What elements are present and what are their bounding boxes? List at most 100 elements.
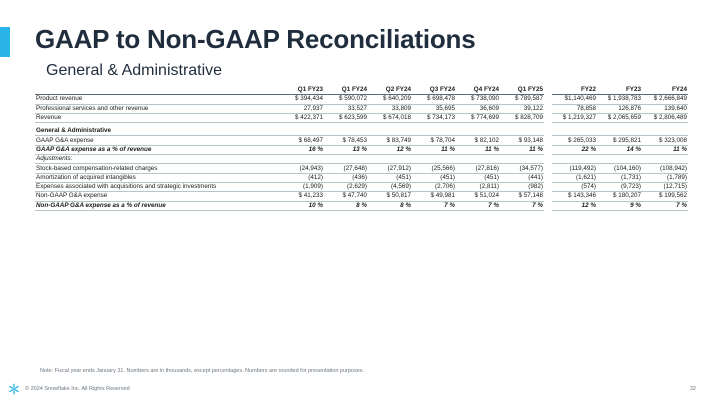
table-cell [412,127,456,137]
section-label: General & Administrative [35,127,280,137]
table-cell: 14 % [597,145,642,156]
table-cell [500,154,544,165]
table-cell: (119,492) [552,163,597,174]
table-row: Adjustments: [35,154,688,165]
row-label: GAAP G&A expense as a % of revenue [35,145,280,156]
table-row: Amortization of acquired intangibles (41… [35,173,688,183]
table-cell: (1,909) [280,182,324,193]
column-gap [544,155,552,164]
table-row: GAAP G&A expense as a % of revenue 16 % … [35,145,688,156]
row-label: GAAP G&A expense [35,135,280,146]
table-cell: 10 % [280,201,324,211]
table-cell: (982) [500,182,544,193]
table-cell: (2,706) [412,182,456,193]
table-cell [456,154,500,165]
table-cell: 39,122 [500,104,544,114]
table-cell: (412) [280,173,324,183]
table-cell: (24,943) [280,163,324,174]
table-cell: $ 49,981 [412,191,456,202]
table-cell: $1,140,469 [552,94,597,105]
table-cell: $ 590,072 [324,94,368,105]
snowflake-icon [9,383,19,395]
row-label: Expenses associated with acquisitions an… [35,182,280,193]
table-cell: $ 2,806,489 [642,113,688,124]
row-label: Amortization of acquired intangibles [35,173,280,183]
table-cell: $ 323,008 [642,135,688,146]
table-cell: $ 57,148 [500,191,544,202]
table-cell: (4,569) [368,182,412,193]
table-cell: (34,577) [500,163,544,174]
table-cell [597,154,642,165]
table-cell: (451) [456,173,500,183]
table-cell: (104,160) [597,163,642,174]
column-gap [544,192,552,201]
table-row: Non-GAAP G&A expense $ 41,233 $ 47,740 $… [35,191,688,202]
table-cell: $ 422,371 [280,113,324,124]
table-cell: $ 82,102 [456,135,500,146]
table-cell: (574) [552,182,597,193]
row-label: Product revenue [35,94,280,105]
table-cell: (1,789) [642,173,688,183]
table-cell [552,127,597,137]
table-cell: (27,816) [456,163,500,174]
table-cell: 33,809 [368,104,412,114]
table-cell: 139,640 [642,104,688,114]
table-cell: $ 1,219,327 [552,113,597,124]
column-gap [544,95,552,104]
table-cell: 126,876 [597,104,642,114]
table-cell: 11 % [500,145,544,156]
table-cell: 8 % [368,201,412,211]
column-gap [544,145,552,154]
table-cell [368,127,412,137]
table-cell: $ 623,599 [324,113,368,124]
table-cell: 11 % [456,145,500,156]
table-cell [280,154,324,165]
title-accent-bar [0,27,10,57]
table-cell: 78,858 [552,104,597,114]
page-title: GAAP to Non-GAAP Reconciliations [35,24,476,54]
table-cell: $ 93,148 [500,135,544,146]
row-label: Adjustments: [35,154,280,165]
copyright-text: © 2024 Snowflake Inc. All Rights Reserve… [25,386,130,392]
table-cell: $ 640,209 [368,94,412,105]
table-cell: (1,621) [552,173,597,183]
table-cell: $ 47,740 [324,191,368,202]
table-cell: $ 265,033 [552,135,597,146]
table-cell: (27,912) [368,163,412,174]
table-row: Non-GAAP G&A expense as a % of revenue 1… [35,201,688,211]
column-header: Q2 FY24 [368,86,412,96]
table-cell: (451) [368,173,412,183]
table-cell: (2,629) [324,182,368,193]
page-number: 32 [689,386,696,392]
table-row: Expenses associated with acquisitions an… [35,182,688,193]
table-cell: $ 2,065,659 [597,113,642,124]
table-cell: $ 774,699 [456,113,500,124]
table-cell: $ 394,434 [280,94,324,105]
table-cell: $ 734,173 [412,113,456,124]
table-cell: (25,566) [412,163,456,174]
table-cell: (108,942) [642,163,688,174]
column-header: FY22 [552,86,597,96]
table-cell: 27,937 [280,104,324,114]
table-cell: (12,715) [642,182,688,193]
column-header: Q1 FY25 [500,86,544,96]
column-gap [544,104,552,113]
table-cell: 22 % [552,145,597,156]
column-header: Q1 FY24 [324,86,368,96]
table-row: GAAP G&A expense $ 68,497 $ 78,453 $ 83,… [35,135,688,146]
table-cell [412,154,456,165]
table-cell: 11 % [642,145,688,156]
column-gap [544,136,552,145]
row-label: Non-GAAP G&A expense as a % of revenue [35,201,280,211]
table-cell [642,154,688,165]
reconciliation-table: Q1 FY23 Q1 FY24 Q2 FY24 Q3 FY24 Q4 FY24 … [35,86,688,211]
table-cell: $ 295,821 [597,135,642,146]
table-cell: 12 % [368,145,412,156]
row-label: Non-GAAP G&A expense [35,191,280,202]
table-section-row: General & Administrative [35,127,688,137]
table-row: Revenue $ 422,371 $ 623,599 $ 674,018 $ … [35,113,688,124]
column-gap [544,182,552,191]
table-cell: $ 68,497 [280,135,324,146]
table-cell: $ 50,817 [368,191,412,202]
table-cell: 36,609 [456,104,500,114]
